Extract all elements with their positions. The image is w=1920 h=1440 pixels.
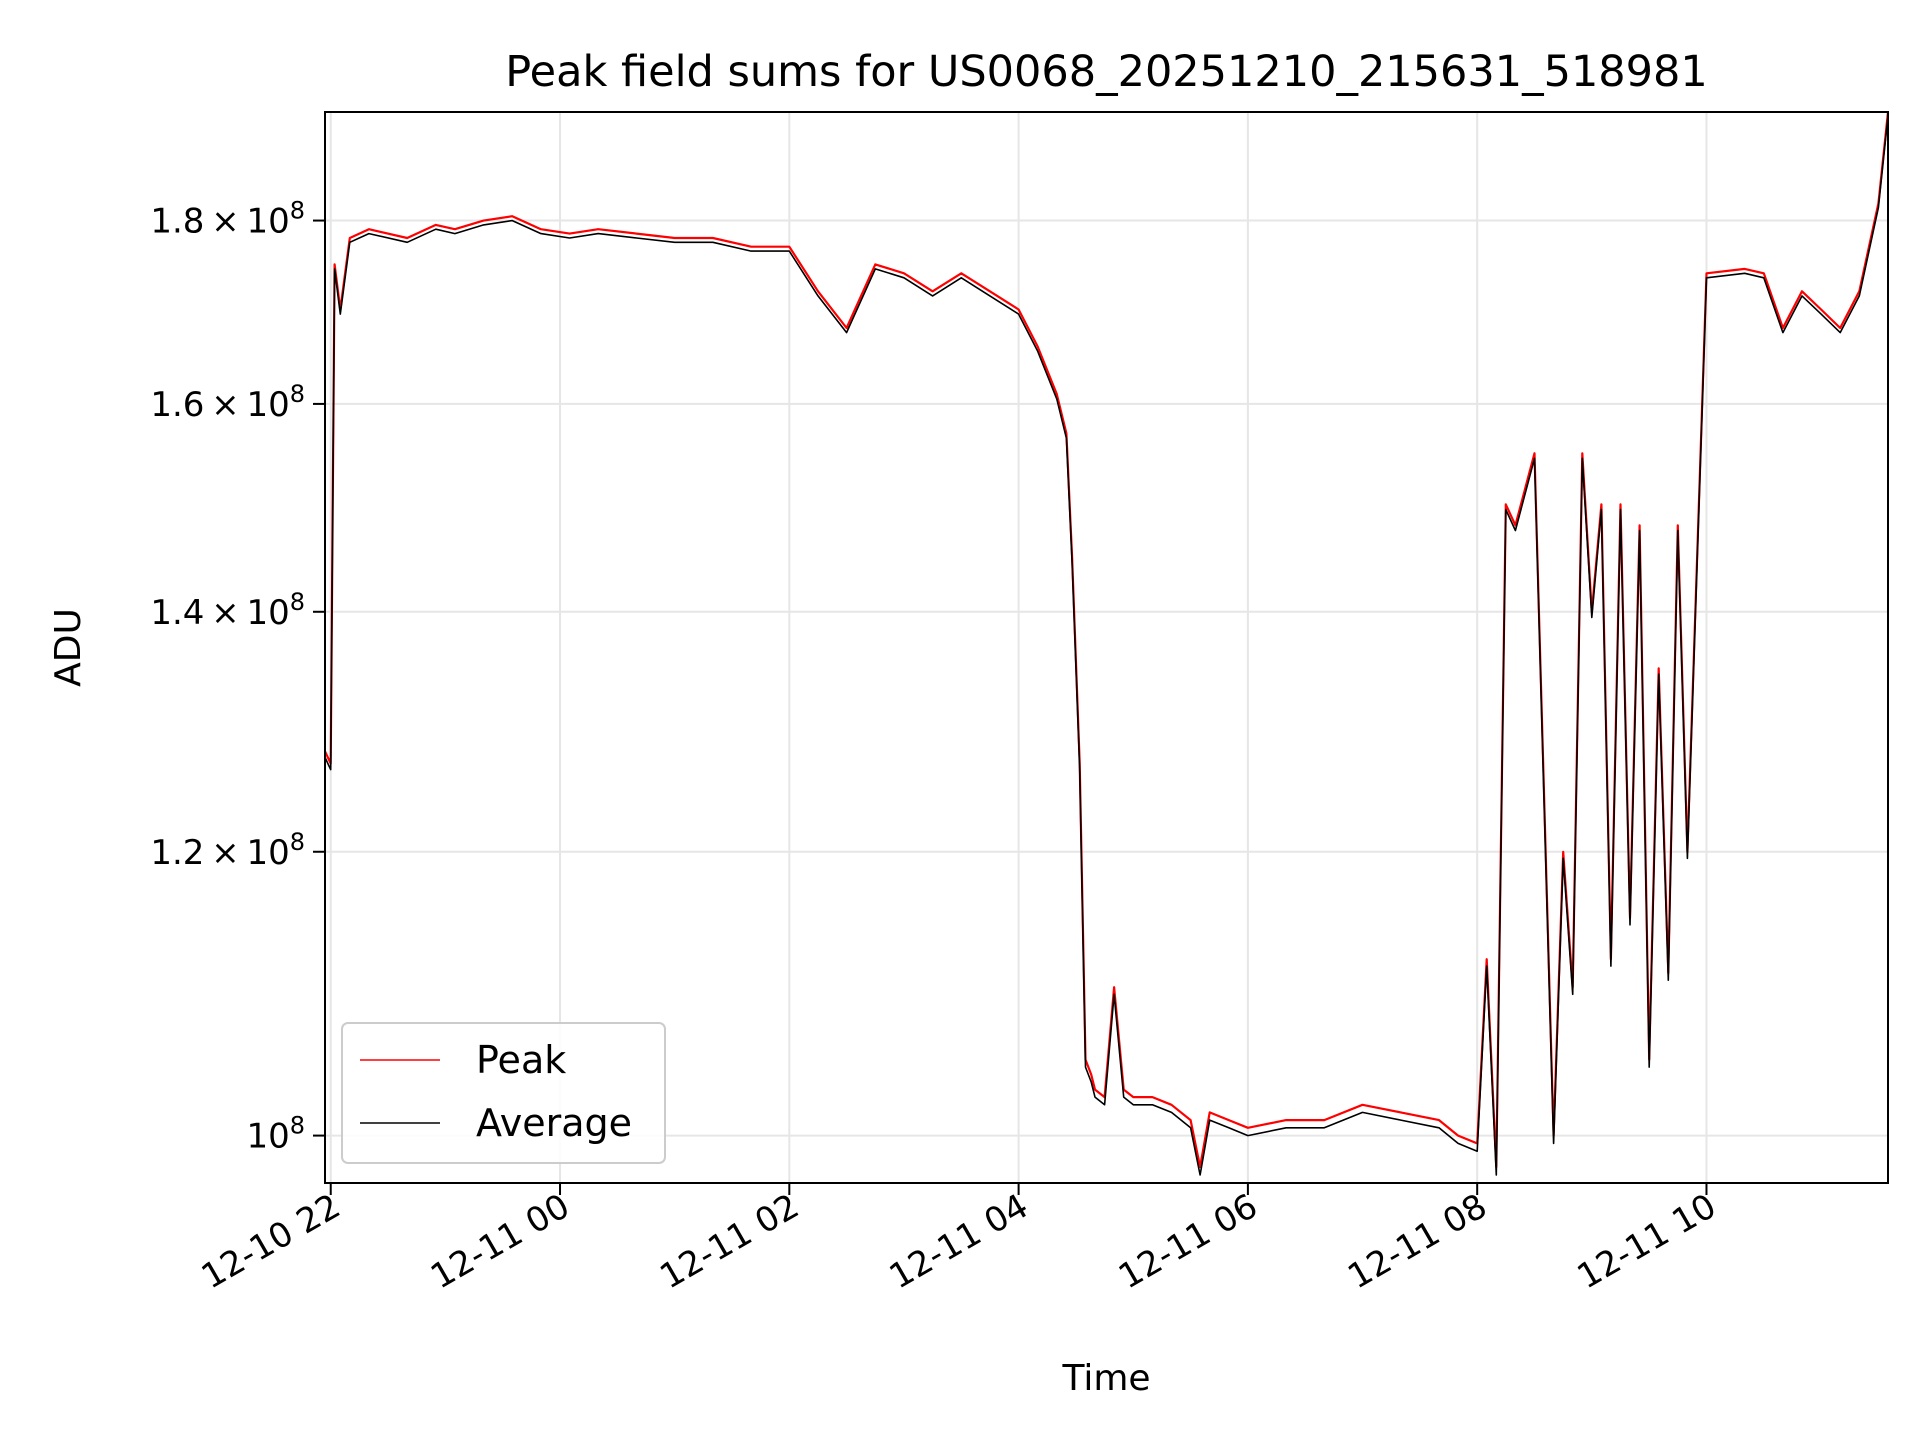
chart-title: Peak field sums for US0068_20251210_2156…	[505, 47, 1708, 97]
x-tick-label: 12-11 06	[1112, 1186, 1264, 1297]
plot-series	[324, 111, 1890, 1176]
x-tick-label: 12-11 02	[653, 1186, 805, 1297]
x-axis-ticks: 12-10 22 12-11 00 12-11 02 12-11 04 12-11 06…	[195, 1183, 1723, 1297]
legend-box	[341, 1022, 666, 1164]
x-tick-label: 12-11 00	[424, 1186, 576, 1297]
series-line-average	[324, 115, 1889, 1176]
legend-label-average: Average	[476, 1101, 632, 1145]
x-tick-label: 12-11 04	[883, 1186, 1035, 1297]
chart-legend: Peak Average	[341, 1022, 666, 1164]
y-tick-label: 1.2 × 108	[150, 828, 305, 873]
y-tick-label: 1.4 × 108	[150, 588, 305, 633]
grid-lines	[325, 112, 1888, 1183]
x-axis-title: Time	[1061, 1358, 1150, 1399]
y-tick-label: 1.8 × 108	[150, 197, 305, 242]
y-tick-label: 1.6 × 108	[150, 380, 305, 425]
x-tick-label: 12-11 10	[1571, 1186, 1723, 1297]
plot-area-frame	[324, 111, 1889, 1184]
x-tick-label: 12-10 22	[195, 1186, 347, 1297]
y-axis-title: ADU	[48, 608, 89, 687]
legend-label-peak: Peak	[476, 1038, 566, 1082]
y-axis-ticks: 108 1.2 × 108 1.4 × 108 1.6 × 108 1.8 × 108	[150, 197, 325, 1157]
y-tick-label: 108	[246, 1112, 305, 1157]
x-tick-label: 12-11 08	[1341, 1186, 1493, 1297]
